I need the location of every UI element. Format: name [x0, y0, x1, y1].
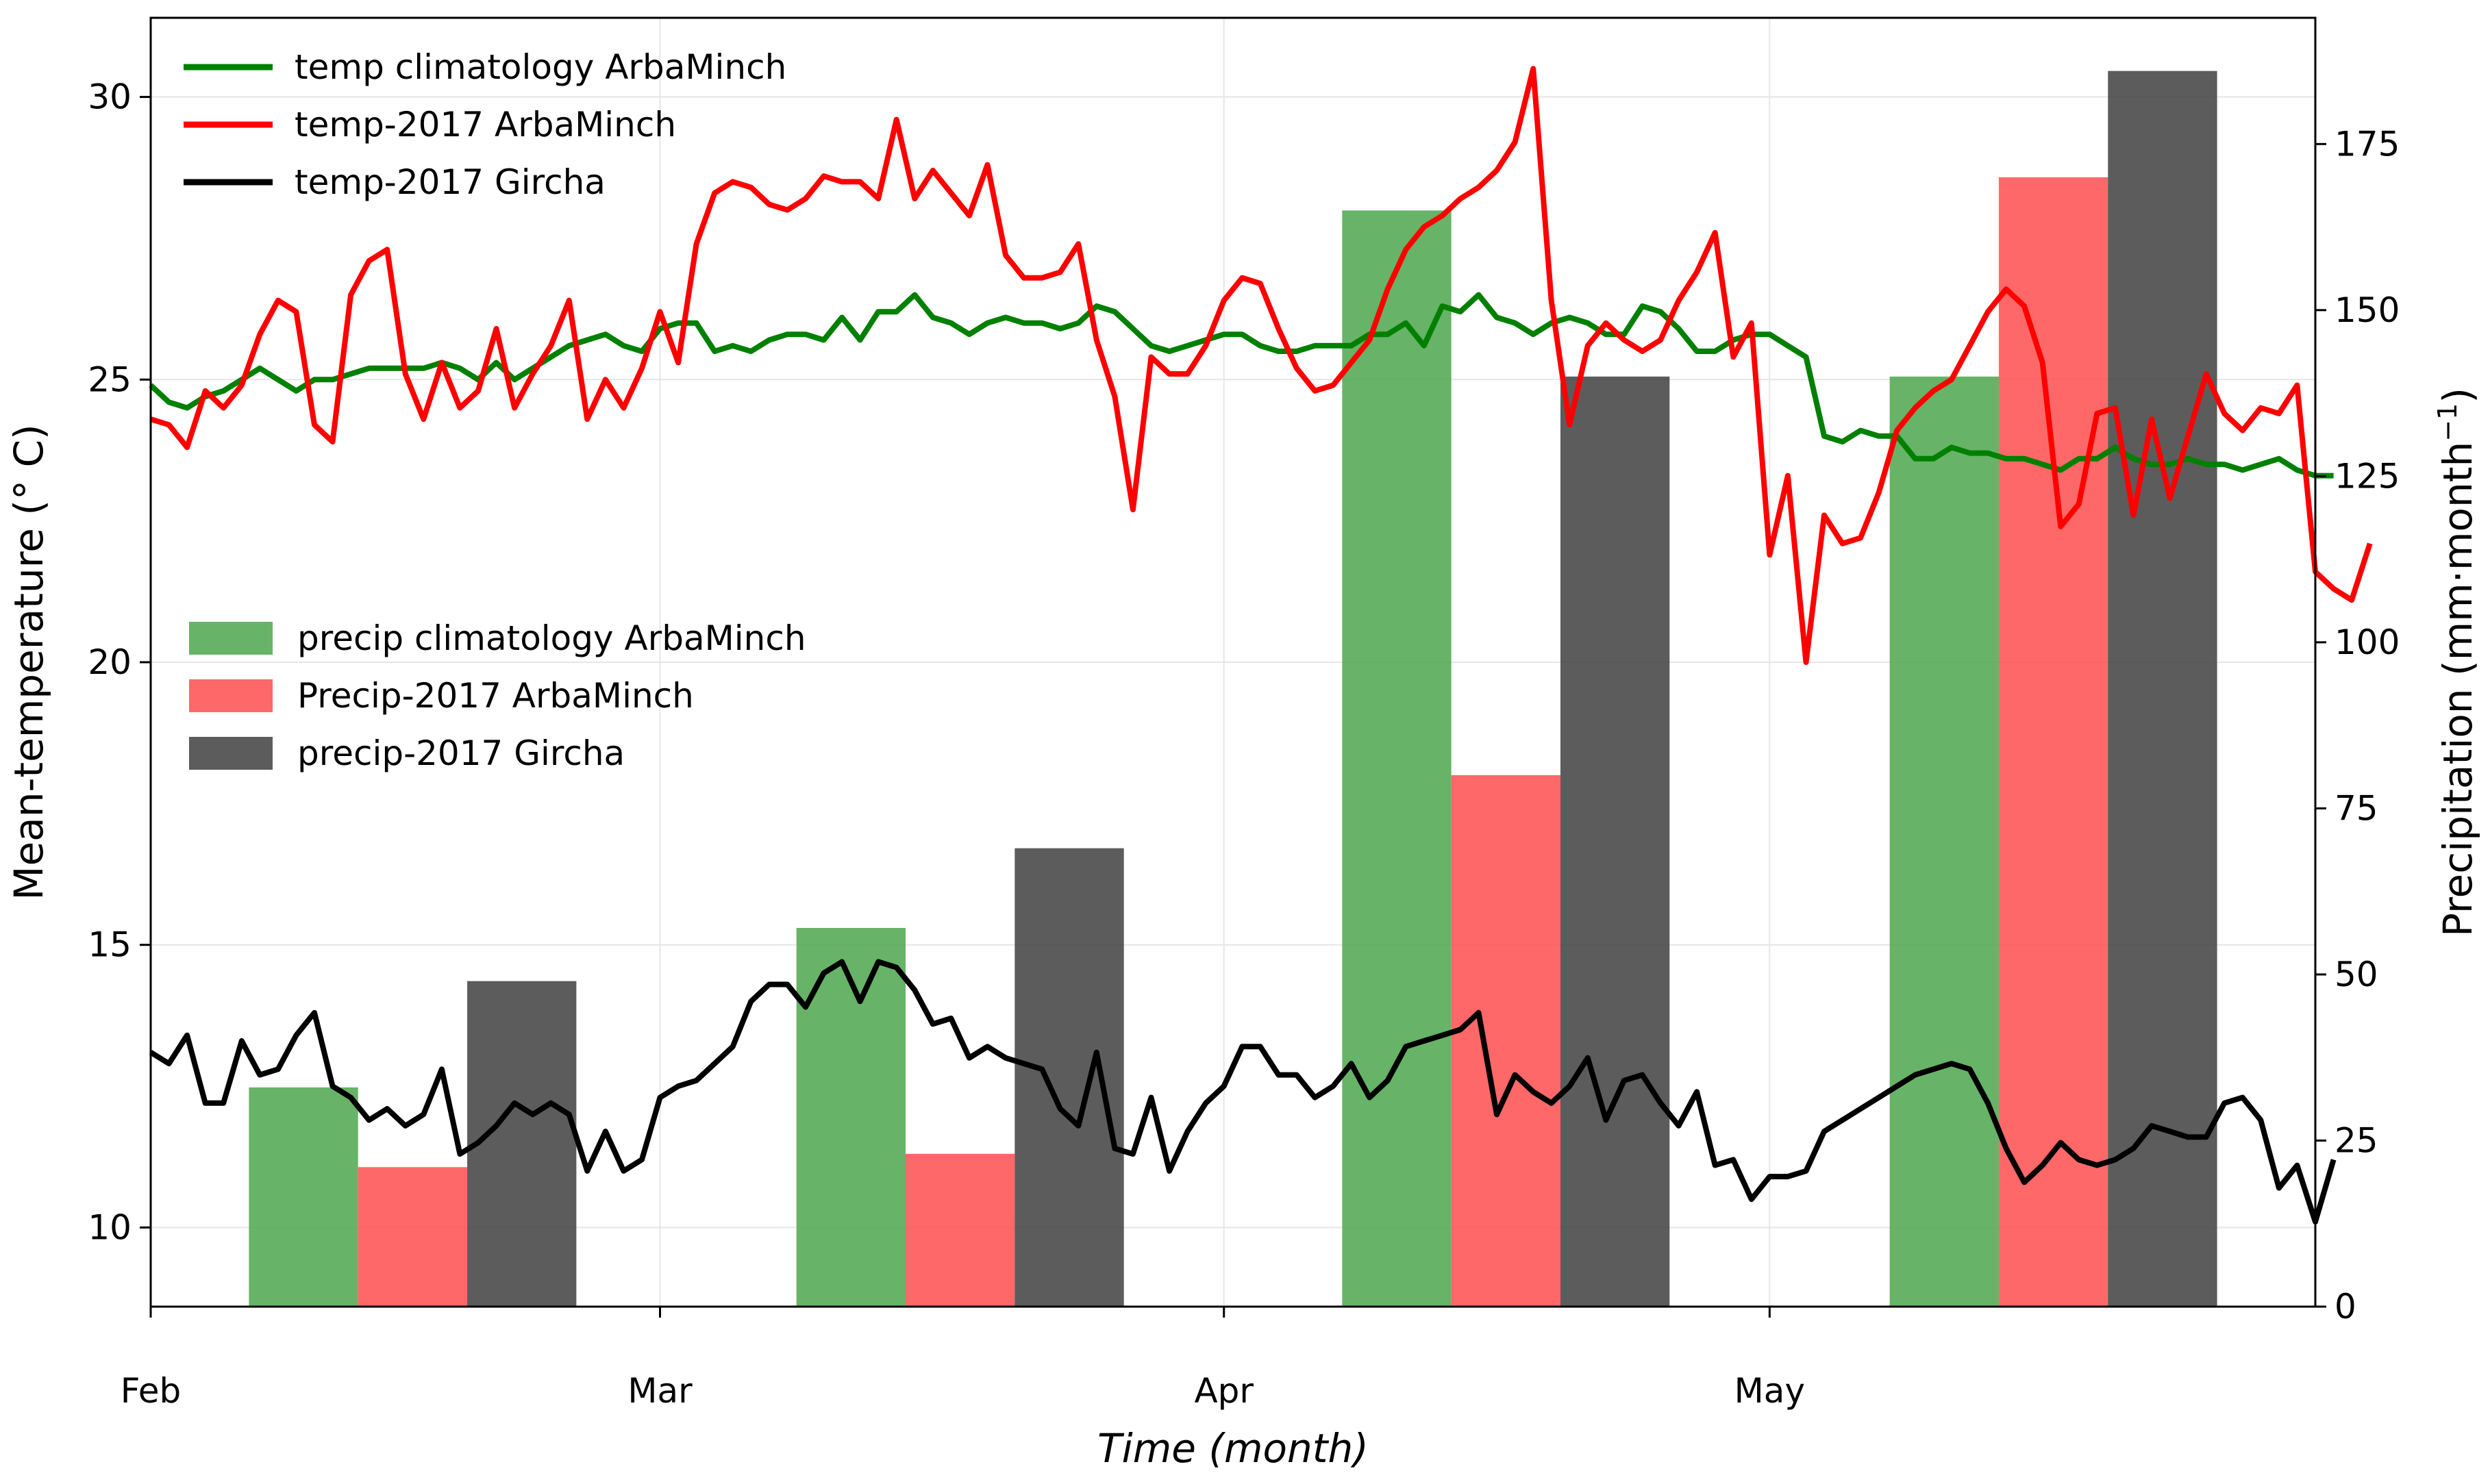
- x-axis-title-time: Time: [1097, 1425, 1196, 1472]
- x-tick-label: Apr: [1194, 1371, 1254, 1411]
- line-temp-2017-arbaminch: [149, 66, 2373, 665]
- x-tick-label: May: [1734, 1371, 1805, 1411]
- bar-precip-2017-gircha-feb: [467, 981, 577, 1307]
- series-lines: [149, 66, 2373, 1225]
- x-tick-label: Feb: [121, 1371, 182, 1411]
- bar-precip-climatology-arbaminch-apr: [1342, 210, 1452, 1307]
- y-left-tick-label: 10: [88, 1207, 132, 1247]
- y-axis-right-title: Precipitation (mm·month−1): [2432, 388, 2481, 937]
- x-tick-label: Mar: [627, 1371, 693, 1411]
- bar-precip-climatology-arbaminch-feb: [249, 1087, 358, 1307]
- y-left-tick-label: 25: [88, 360, 132, 399]
- legend-entry-label: precip climatology ArbaMinch: [297, 618, 806, 658]
- legend-entry-label: temp climatology ArbaMinch: [295, 47, 786, 87]
- y-right-tick-label: 0: [2335, 1287, 2356, 1326]
- y-axis-left-title: Mean-temperature (° C): [5, 424, 52, 900]
- line-temp-2017-gircha: [149, 959, 2337, 1225]
- legend-entry-label: Precip-2017 ArbaMinch: [297, 676, 694, 716]
- legend-bar-swatch: [189, 679, 273, 712]
- bar-precip-2017-gircha-may: [2108, 71, 2217, 1307]
- y-left-tick-label: 30: [88, 77, 132, 117]
- bar-precip-2017-arbaminch-apr: [1451, 775, 1560, 1307]
- bar-precip-2017-gircha-mar: [1014, 848, 1124, 1307]
- y-right-tick-label: 150: [2335, 290, 2400, 330]
- y-left-tick-label: 15: [88, 925, 132, 965]
- bars: [249, 71, 2217, 1307]
- y-right-tick-label: 100: [2335, 622, 2400, 662]
- y-axis-right-title-close: ): [2435, 388, 2481, 403]
- bar-precip-2017-arbaminch-feb: [358, 1167, 468, 1307]
- legend-entry-label: temp-2017 Gircha: [295, 162, 606, 202]
- legend-bar-swatch: [189, 622, 273, 655]
- legend-entry-label: temp-2017 ArbaMinch: [295, 105, 676, 144]
- y-right-tick-label: 50: [2335, 955, 2378, 994]
- legend-bar-swatch: [189, 737, 273, 770]
- y-right-tick-label: 175: [2335, 124, 2400, 164]
- y-left-tick-label: 20: [88, 642, 132, 682]
- y-right-tick-label: 25: [2335, 1120, 2378, 1160]
- y-axis-right-title-exponent: −1: [2432, 403, 2463, 442]
- legend-entry-label: precip-2017 Gircha: [297, 733, 625, 773]
- y-right-tick-label: 75: [2335, 788, 2378, 828]
- legends: temp climatology ArbaMinch temp-2017 Arba…: [184, 47, 806, 773]
- line-temp-climatology-arbaminch: [149, 292, 2334, 479]
- bar-precip-climatology-arbaminch-may: [1889, 376, 1999, 1307]
- y-right-tick-label: 125: [2335, 456, 2400, 496]
- axis-ticks: Feb Mar Apr May 10 15 20 25 30 0 25 50 75 100 125 150 17…: [88, 77, 2400, 1411]
- bar-precip-2017-gircha-apr: [1560, 376, 1670, 1307]
- bar-precip-2017-arbaminch-may: [1998, 177, 2108, 1307]
- x-axis-title: Time (month): [1097, 1425, 1369, 1472]
- x-axis-title-unit: (month): [1208, 1425, 1369, 1472]
- bar-precip-2017-arbaminch-mar: [906, 1153, 1015, 1307]
